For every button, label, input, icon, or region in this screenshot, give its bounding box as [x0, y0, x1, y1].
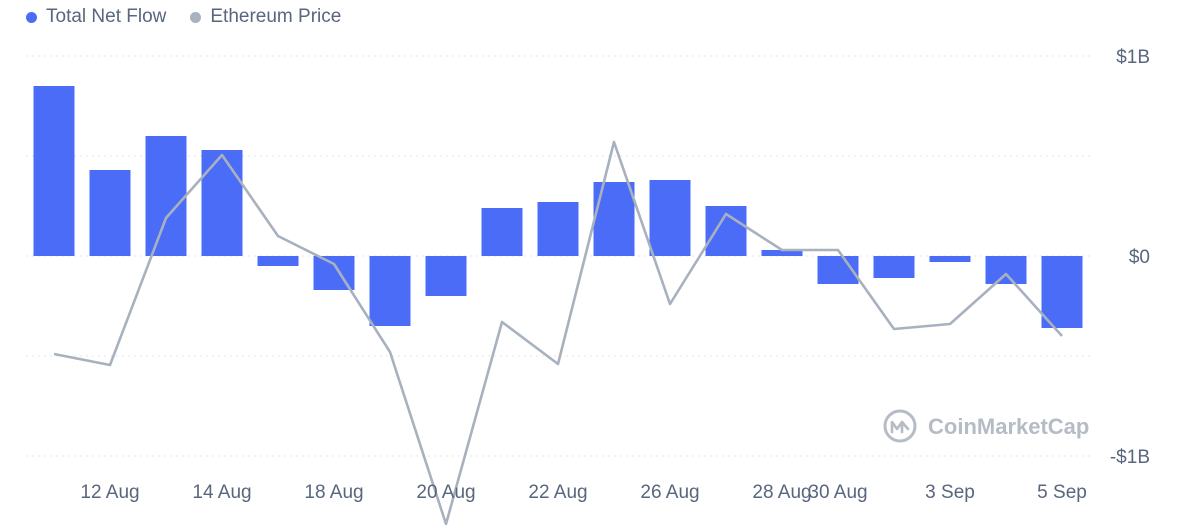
- x-tick-label: 22 Aug: [528, 482, 587, 503]
- net-flow-bar[interactable]: [145, 136, 187, 256]
- net-flow-bar[interactable]: [537, 202, 579, 256]
- net-flow-bar[interactable]: [425, 256, 467, 296]
- net-flow-bar[interactable]: [257, 256, 299, 266]
- net-flow-bar[interactable]: [593, 182, 635, 256]
- net-flow-bar[interactable]: [201, 150, 243, 256]
- x-tick-label: 3 Sep: [925, 482, 975, 503]
- net-flow-bar[interactable]: [761, 250, 803, 256]
- net-flow-bar[interactable]: [985, 256, 1027, 284]
- watermark-text: CoinMarketCap: [928, 414, 1089, 439]
- net-flow-bar[interactable]: [89, 170, 131, 256]
- x-tick-label: 14 Aug: [192, 482, 251, 503]
- net-flow-bar[interactable]: [481, 208, 523, 256]
- y-tick-label: $1B: [1116, 47, 1150, 68]
- chart-legend: Total Net Flow Ethereum Price: [26, 6, 341, 28]
- net-flow-bar[interactable]: [649, 180, 691, 256]
- net-flow-dot-icon: [26, 11, 37, 23]
- net-flow-bar[interactable]: [369, 256, 411, 326]
- x-tick-label: 30 Aug: [808, 482, 867, 503]
- net-flow-bar[interactable]: [929, 256, 971, 262]
- x-tick-label: 12 Aug: [80, 482, 139, 503]
- net-flow-bar[interactable]: [1041, 256, 1083, 328]
- ethereum-price-line: [53, 140, 1063, 525]
- x-tick-label: 28 Aug: [752, 482, 811, 503]
- y-tick-label: $0: [1129, 247, 1150, 268]
- x-tick-label: 20 Aug: [416, 482, 475, 503]
- legend-item-net-flow[interactable]: Total Net Flow: [26, 6, 166, 28]
- x-tick-label: 18 Aug: [304, 482, 363, 503]
- eth-price-dot-icon: [190, 11, 202, 23]
- net-flow-bar[interactable]: [33, 86, 75, 256]
- y-tick-label: -$1B: [1110, 447, 1150, 468]
- legend-label-net-flow: Total Net Flow: [46, 6, 167, 27]
- legend-label-eth-price: Ethereum Price: [210, 6, 342, 27]
- coinmarketcap-watermark: CoinMarketCap: [883, 409, 1089, 443]
- x-tick-label: 5 Sep: [1037, 482, 1087, 503]
- net-flow-bar[interactable]: [873, 256, 915, 278]
- coinmarketcap-logo-icon: [883, 409, 917, 443]
- x-tick-label: 26 Aug: [640, 482, 699, 503]
- legend-item-eth-price[interactable]: Ethereum Price: [190, 6, 341, 28]
